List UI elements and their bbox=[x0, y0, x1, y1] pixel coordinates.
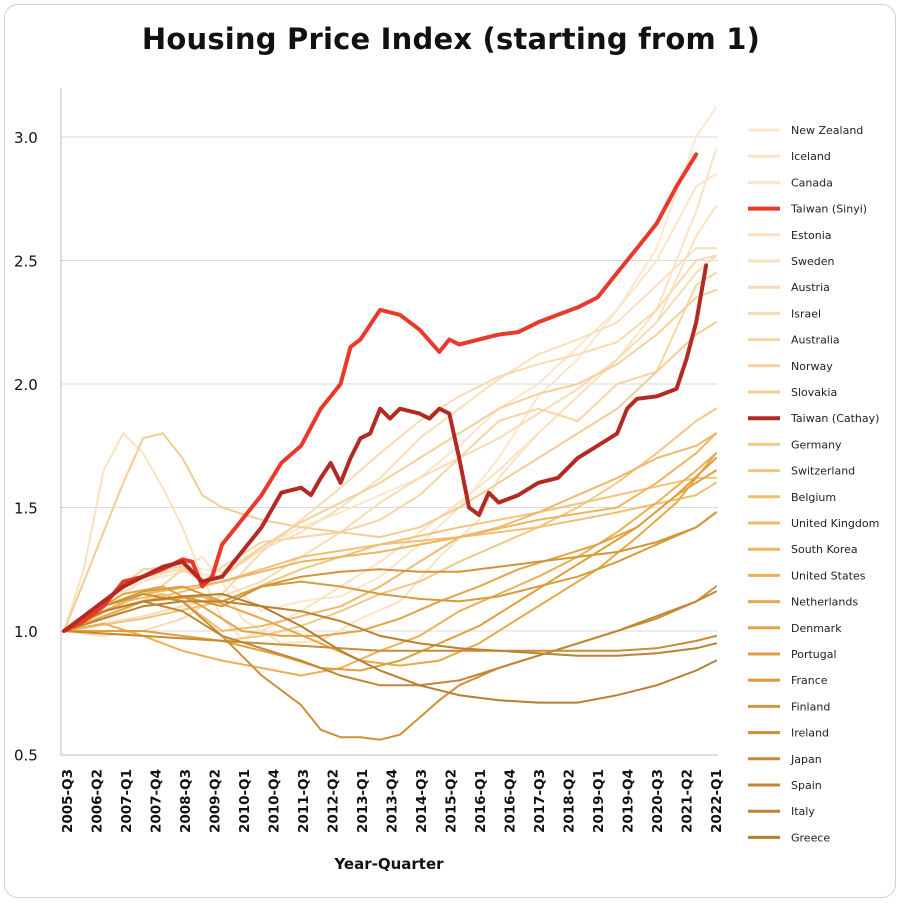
legend: New Zealand Iceland Canada Taiwan (Sinyi) Es… bbox=[748, 124, 879, 844]
x-tick-label: 2022-Q1 bbox=[709, 769, 725, 833]
legend-label-sweden: Sweden bbox=[791, 255, 834, 268]
y-tick-label: 3.0 bbox=[14, 129, 38, 147]
legend-label-italy: Italy bbox=[791, 805, 815, 818]
legend-label-taiwan-cathay: Taiwan (Cathay) bbox=[790, 412, 879, 425]
series-line-spain bbox=[63, 590, 717, 687]
y-tick-label: 0.5 bbox=[14, 747, 38, 765]
series-line-italy bbox=[63, 600, 717, 657]
x-tick-label: 2010-Q1 bbox=[237, 769, 253, 833]
series-line-australia bbox=[63, 271, 717, 632]
series-line-united-states bbox=[63, 452, 717, 677]
x-tick-label: 2012-Q2 bbox=[326, 769, 342, 833]
legend-label-united-kingdom: United Kingdom bbox=[791, 517, 879, 530]
y-tick-label: 2.0 bbox=[14, 376, 38, 394]
series-line-sweden bbox=[63, 247, 717, 632]
chart-title: Housing Price Index (starting from 1) bbox=[141, 22, 761, 56]
x-tick-label: 2006-Q2 bbox=[90, 769, 106, 833]
y-tick-label: 2.5 bbox=[14, 253, 38, 271]
x-tick-label: 2020-Q3 bbox=[650, 769, 666, 833]
x-tick-label: 2016-Q4 bbox=[503, 769, 519, 833]
series-line-austria bbox=[63, 254, 717, 632]
legend-label-iceland: Iceland bbox=[791, 150, 831, 163]
legend-label-israel: Israel bbox=[791, 307, 821, 320]
legend-label-finland: Finland bbox=[791, 700, 830, 713]
x-tick-label: 2018-Q2 bbox=[562, 769, 578, 833]
x-tick-label: 2019-Q4 bbox=[621, 769, 637, 833]
legend-label-austria: Austria bbox=[791, 281, 830, 294]
series-line-netherlands bbox=[63, 452, 717, 667]
legend-label-south-korea: South Korea bbox=[791, 543, 858, 556]
series-lines bbox=[62, 106, 717, 741]
series-line-slovakia bbox=[63, 321, 717, 632]
series-line-portugal bbox=[63, 457, 717, 672]
x-tick-label: 2016-Q1 bbox=[473, 769, 489, 833]
series-line-taiwan-cathay bbox=[62, 263, 709, 633]
series-line-south-korea bbox=[63, 432, 717, 632]
legend-label-australia: Australia bbox=[791, 334, 840, 347]
legend-label-france: France bbox=[791, 674, 828, 687]
gridlines bbox=[61, 136, 718, 632]
legend-label-germany: Germany bbox=[791, 438, 842, 451]
x-tick-label: 2007-Q4 bbox=[149, 769, 165, 833]
legend-label-ireland: Ireland bbox=[791, 727, 829, 740]
x-tick-label: 2007-Q1 bbox=[119, 769, 135, 833]
legend-label-estonia: Estonia bbox=[791, 229, 832, 242]
legend-label-new-zealand: New Zealand bbox=[791, 124, 863, 137]
series-line-greece bbox=[63, 593, 717, 704]
series-line-france bbox=[63, 511, 717, 632]
legend-label-belgium: Belgium bbox=[791, 491, 836, 504]
x-tick-label: 2021-Q2 bbox=[680, 769, 696, 833]
legend-label-slovakia: Slovakia bbox=[791, 386, 837, 399]
legend-label-netherlands: Netherlands bbox=[791, 596, 858, 609]
legend-label-norway: Norway bbox=[791, 360, 833, 373]
legend-label-greece: Greece bbox=[791, 831, 830, 844]
y-axis: 0.5 1.0 1.5 2.0 2.5 3.0 bbox=[14, 88, 62, 765]
series-line-denmark bbox=[63, 469, 717, 637]
x-tick-label: 2009-Q2 bbox=[208, 769, 224, 833]
series-line-switzerland bbox=[63, 476, 717, 632]
x-tick-label: 2015-Q2 bbox=[444, 769, 460, 833]
chart-frame bbox=[4, 4, 896, 898]
x-tick-label: 2011-Q3 bbox=[296, 769, 312, 833]
legend-label-japan: Japan bbox=[790, 753, 822, 766]
y-tick-label: 1.0 bbox=[14, 623, 38, 641]
x-tick-label: 2013-Q4 bbox=[385, 769, 401, 833]
x-tick-label: 2017-Q3 bbox=[532, 769, 548, 833]
x-tick-label: 2014-Q3 bbox=[414, 769, 430, 833]
series-line-israel bbox=[63, 254, 717, 637]
x-tick-label: 2019-Q1 bbox=[591, 769, 607, 833]
legend-label-united-states: United States bbox=[791, 569, 866, 582]
x-tick-label: 2013-Q1 bbox=[355, 769, 371, 833]
series-line-taiwan-sinyi bbox=[62, 152, 699, 633]
series-line-japan bbox=[63, 630, 717, 652]
legend-label-canada: Canada bbox=[791, 176, 833, 189]
legend-label-spain: Spain bbox=[791, 779, 822, 792]
legend-label-switzerland: Switzerland bbox=[791, 465, 855, 478]
legend-label-taiwan-sinyi: Taiwan (Sinyi) bbox=[790, 203, 867, 216]
y-tick-label: 1.5 bbox=[14, 500, 38, 518]
legend-label-portugal: Portugal bbox=[791, 648, 837, 661]
x-tick-label: 2010-Q4 bbox=[267, 769, 283, 833]
series-line-norway bbox=[63, 289, 717, 632]
x-tick-label: 2008-Q3 bbox=[178, 769, 194, 833]
x-axis: 2005-Q3 2006-Q2 2007-Q1 2007-Q4 2008-Q3 2009-… bbox=[60, 754, 725, 833]
x-tick-label: 2005-Q3 bbox=[60, 769, 76, 833]
legend-label-denmark: Denmark bbox=[791, 622, 842, 635]
x-axis-label: Year-Quarter bbox=[333, 855, 444, 873]
series-line-belgium bbox=[63, 481, 717, 632]
